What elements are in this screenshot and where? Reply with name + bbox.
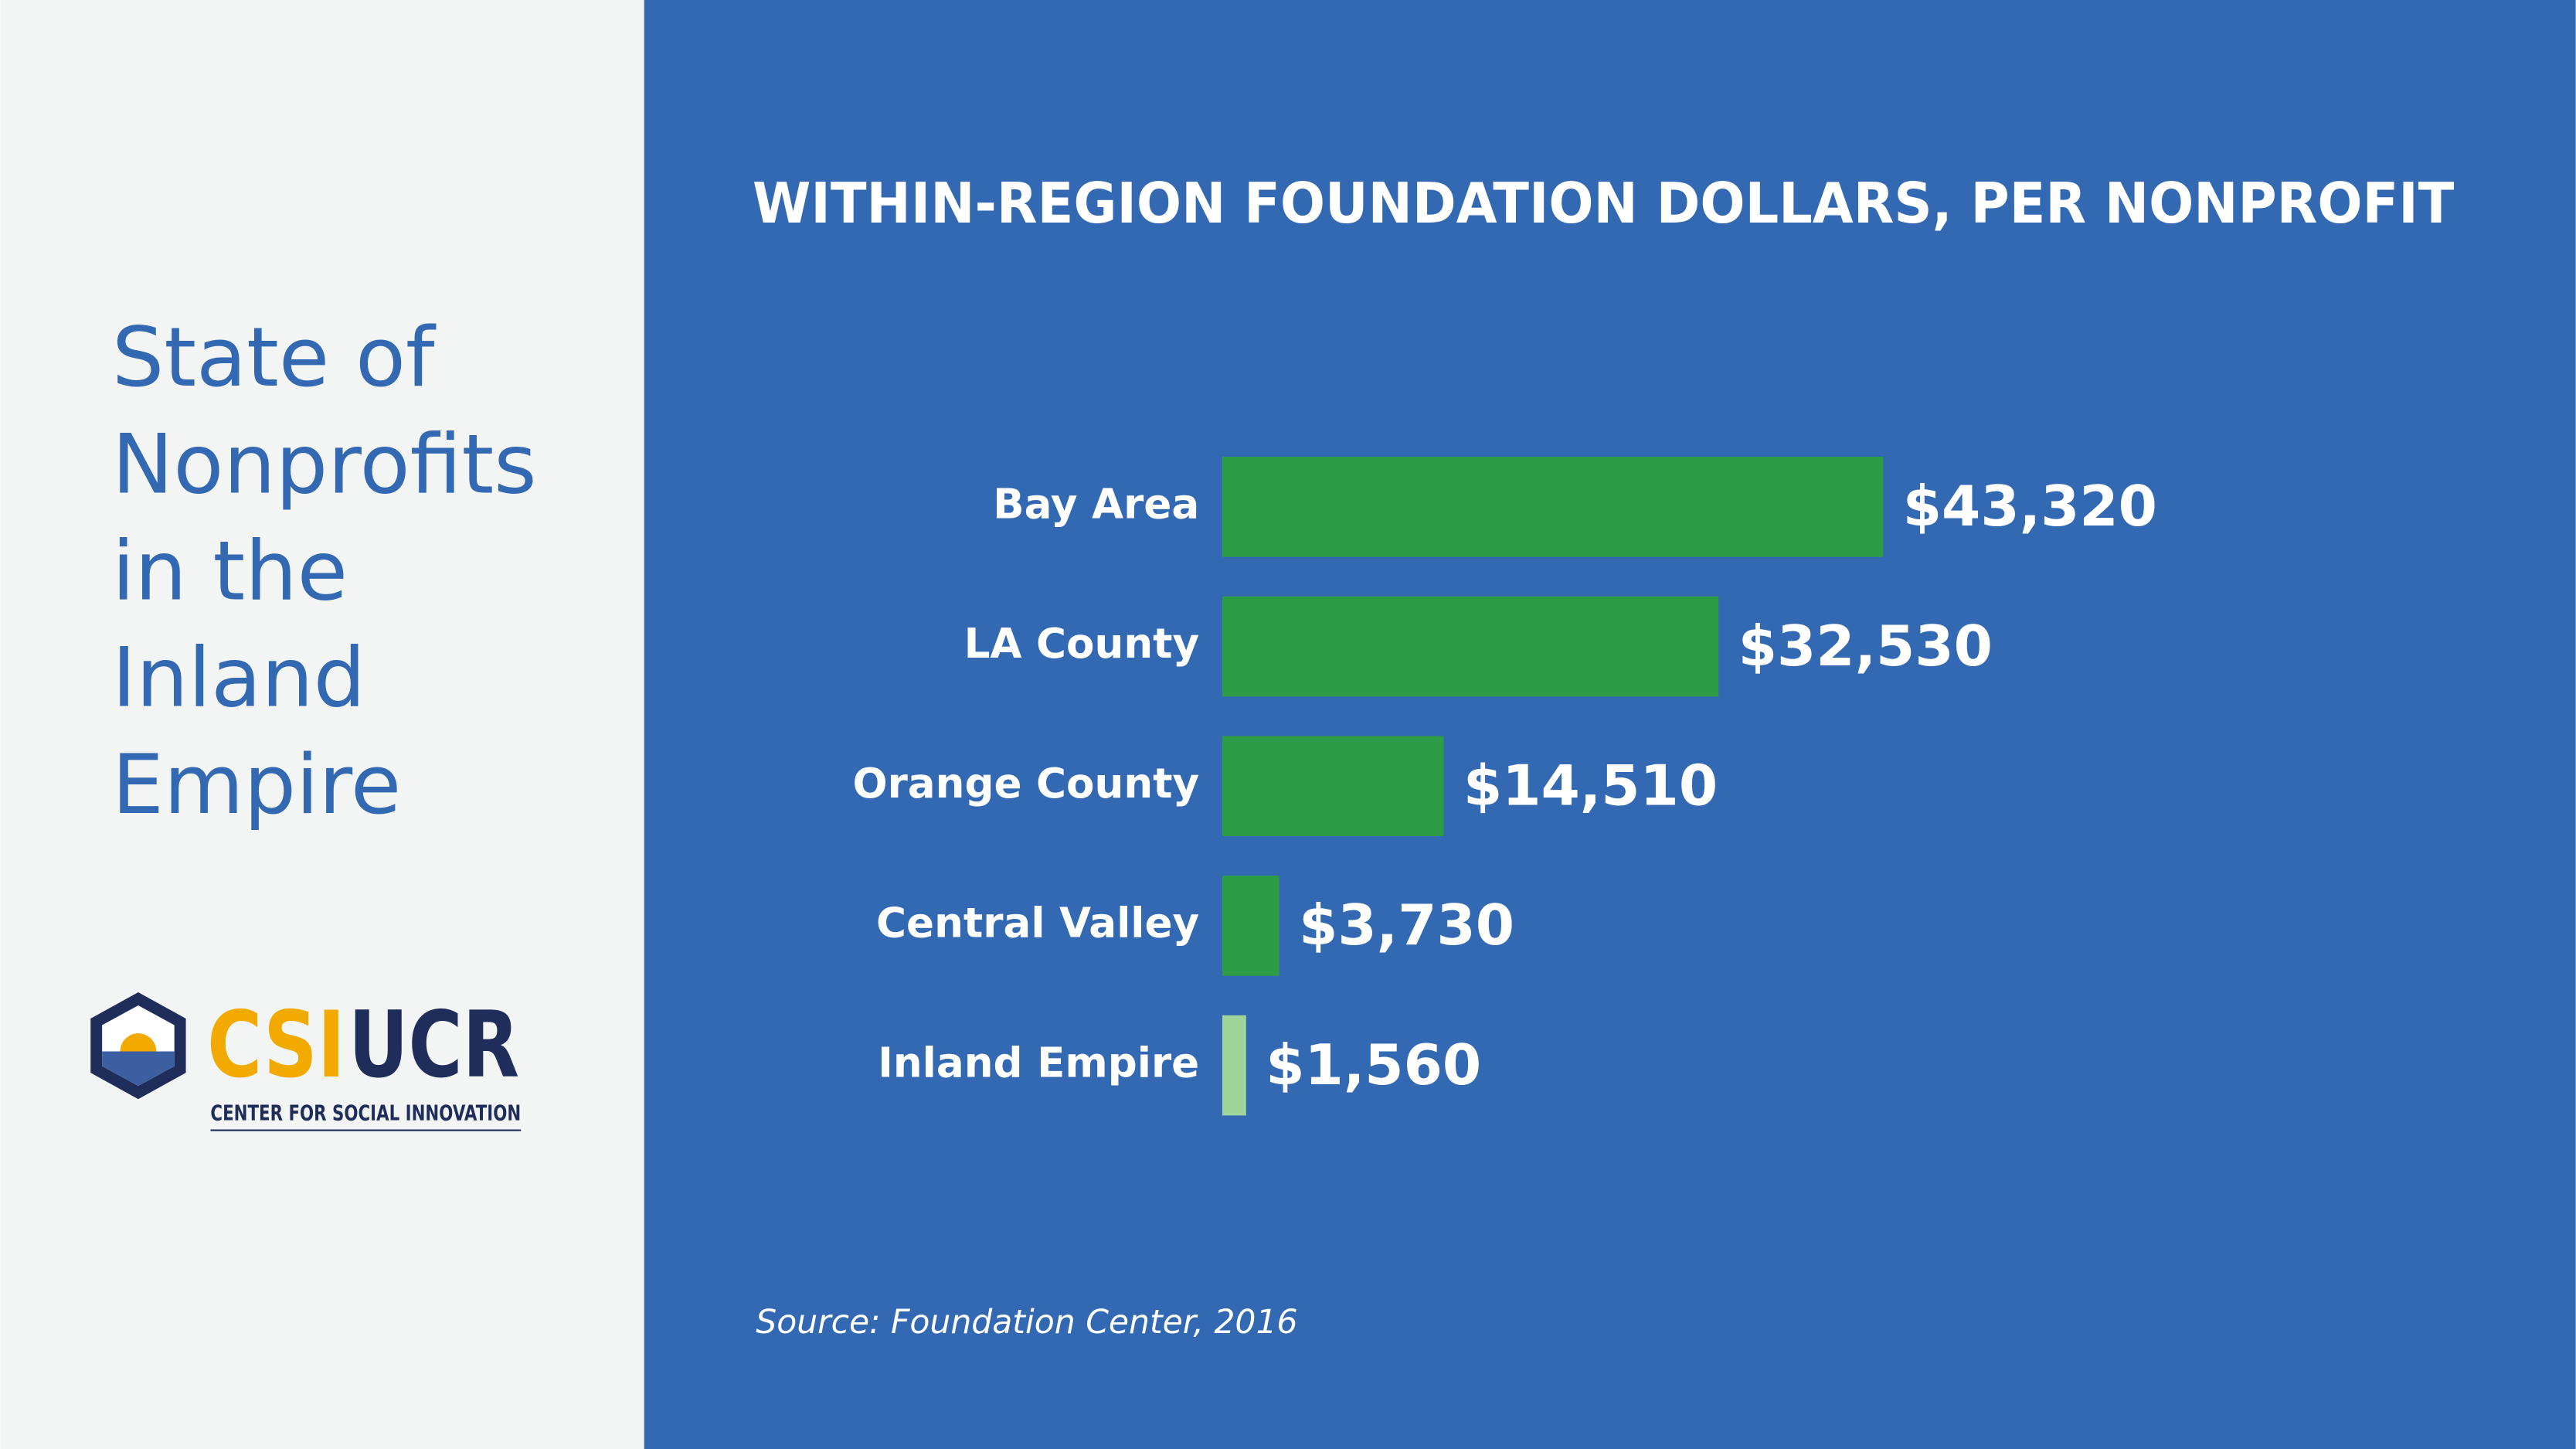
sidebar-title-line: State of (112, 310, 437, 406)
sidebar-title: State of Nonprofits in the Inland Empire (112, 310, 537, 833)
bar (1222, 876, 1280, 976)
category-label: LA County (964, 620, 1200, 668)
bar (1222, 596, 1719, 697)
category-label: Inland Empire (878, 1039, 1199, 1087)
value-label: $43,320 (1903, 474, 2157, 539)
source-note: Source: Foundation Center, 2016 (756, 1304, 1297, 1342)
category-label: Central Valley (876, 900, 1199, 947)
sidebar-title-line: in the (112, 523, 348, 619)
bar (1222, 1015, 1246, 1116)
bar (1222, 736, 1444, 837)
value-label: $3,730 (1299, 893, 1514, 958)
logo: CSI UCR CENTER FOR SOCIAL INNOVATION (90, 992, 521, 1131)
logo-tagline: CENTER FOR SOCIAL INNOVATION (210, 1100, 521, 1125)
logo-csi: CSI (207, 992, 345, 1099)
category-label: Bay Area (993, 480, 1199, 528)
chart-bg (644, 0, 2576, 1449)
category-label: Orange County (852, 760, 1199, 808)
value-label: $14,510 (1463, 753, 1718, 818)
sidebar-bg (0, 0, 644, 1449)
sidebar-title-line: Empire (112, 737, 401, 833)
logo-horizon (102, 1051, 175, 1087)
sidebar-title-line: Inland (112, 631, 365, 726)
logo-ucr: UCR (348, 992, 519, 1099)
chart-title: WITHIN-REGION FOUNDATION DOLLARS, PER NO… (753, 172, 2454, 236)
value-label: $32,530 (1738, 614, 1993, 679)
sidebar-title-line: Nonprofits (112, 417, 537, 512)
value-label: $1,560 (1266, 1033, 1481, 1098)
bar (1222, 456, 1884, 557)
